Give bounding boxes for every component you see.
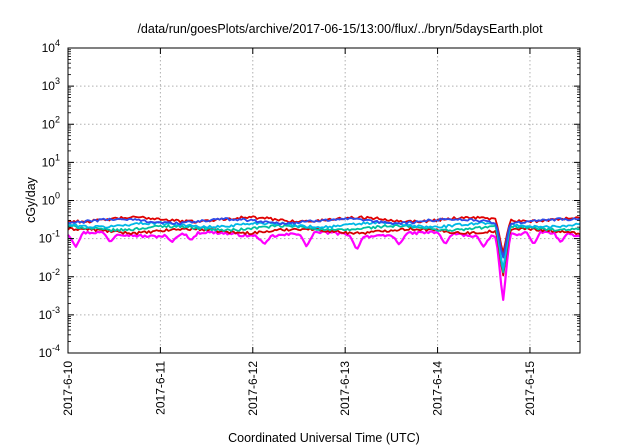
y-tick-label: 100 [42, 191, 60, 208]
y-tick-label: 10-4 [39, 343, 60, 360]
x-axis: 2017-6-10 2017-6-11 2017-6-12 2017-6-13 2017… [61, 48, 537, 416]
x-tick-label: 2017-6-11 [153, 361, 167, 415]
series-group [67, 215, 581, 301]
y-axis: 10-4 10-3 10-2 10-1 100 101 102 103 104 [39, 38, 580, 360]
y-tick-label: 104 [42, 38, 60, 55]
x-tick-label: 2017-6-13 [338, 361, 352, 416]
series-line [67, 224, 581, 274]
y-tick-label: 101 [42, 152, 60, 169]
y-tick-label: 10-3 [39, 305, 60, 322]
y-tick-label: 10-2 [39, 267, 60, 284]
y-tick-label: 102 [42, 114, 60, 131]
chart-title: /data/run/goesPlots/archive/2017-06-15/1… [137, 22, 543, 36]
x-tick-label: 2017-6-15 [523, 361, 537, 416]
y-axis-label: cGy/day [24, 176, 38, 223]
x-tick-label: 2017-6-10 [61, 361, 75, 416]
y-tick-label: 10-1 [39, 229, 60, 246]
x-tick-label: 2017-6-12 [246, 361, 260, 416]
y-tick-label: 103 [42, 76, 60, 93]
x-tick-label: 2017-6-14 [431, 361, 445, 416]
series-line [67, 226, 581, 277]
x-axis-label: Coordinated Universal Time (UTC) [228, 431, 420, 445]
series-line [67, 217, 581, 259]
grid [68, 48, 580, 353]
